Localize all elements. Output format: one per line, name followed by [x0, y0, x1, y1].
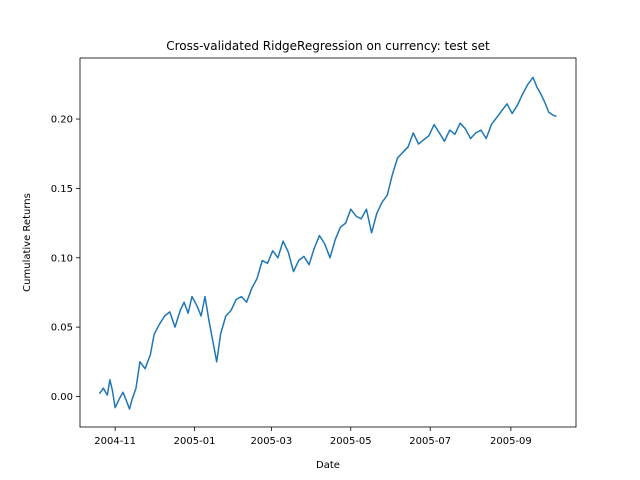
x-tick-label: 2005-01 [174, 436, 216, 447]
x-tick-label: 2005-07 [409, 436, 451, 447]
y-tick-label: 0.00 [51, 392, 73, 403]
chart-title: Cross-validated RidgeRegression on curre… [166, 39, 490, 53]
x-axis-label: Date [316, 460, 340, 471]
y-axis-label: Cumulative Returns [22, 193, 33, 292]
x-tick-label: 2004-11 [94, 436, 136, 447]
y-axis: 0.00 0.05 0.10 0.15 0.20 [51, 115, 80, 403]
plot-area [98, 76, 557, 410]
y-tick-label: 0.15 [51, 184, 73, 195]
y-tick-label: 0.20 [51, 115, 73, 126]
x-tick-label: 2005-05 [330, 436, 372, 447]
y-tick-label: 0.10 [51, 253, 73, 264]
x-axis: 2004-11 2005-01 2005-03 2005-05 2005-07 2005-… [94, 427, 532, 447]
x-tick-label: 2005-09 [490, 436, 532, 447]
axes-frame [79, 57, 577, 428]
x-tick-label: 2005-03 [250, 436, 292, 447]
y-tick-label: 0.05 [51, 323, 73, 334]
series-line-0 [98, 76, 557, 410]
